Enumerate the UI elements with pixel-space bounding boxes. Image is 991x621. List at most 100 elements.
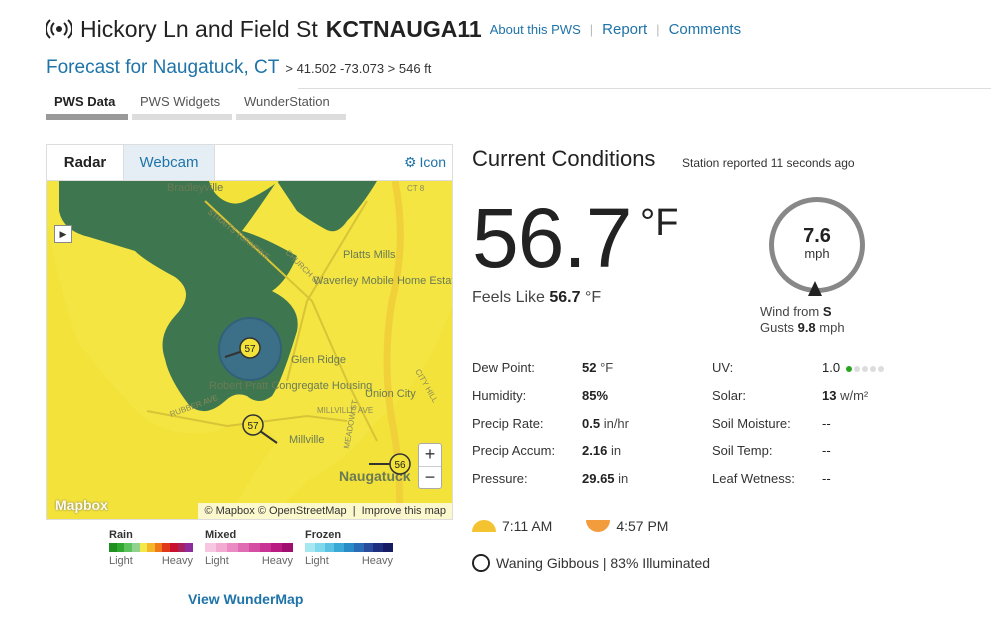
legend-swatch (131, 543, 140, 552)
stat-solar: Solar: 13 w/m² (712, 382, 884, 410)
legend-swatch (238, 543, 249, 552)
station-name: Hickory Ln and Field St (80, 15, 318, 42)
road-label-millville-ave: MILLVILLE AVE (317, 406, 373, 415)
divider (298, 88, 991, 89)
legend-swatch (383, 543, 394, 552)
legend-swatch (334, 543, 345, 552)
stat-value: -- (822, 415, 831, 431)
stat-value: -- (822, 443, 831, 459)
osm-attribution-link[interactable]: © OpenStreetMap (257, 505, 347, 517)
station-marker[interactable]: 57 (242, 414, 278, 444)
legend-swatch (205, 543, 216, 552)
wind-from-label: Wind from (760, 304, 820, 319)
comments-link[interactable]: Comments (668, 20, 742, 38)
tab-webcam[interactable]: Webcam (123, 145, 215, 180)
legend-swatch (305, 543, 315, 552)
wind-speed: 7.6 (803, 225, 831, 247)
gusts-label: Gusts (760, 320, 794, 335)
sunset-time: 4:57 PM (616, 518, 669, 534)
about-pws-link[interactable]: About this PWS (489, 21, 581, 37)
map-canvas: Bradleyville Platts Mills Waverley Mobil… (47, 181, 452, 519)
wind-unit: mph (804, 246, 830, 261)
mapbox-logo: Mapbox (55, 497, 108, 513)
forecast-link[interactable]: Forecast for Naugatuck, CT (46, 57, 280, 78)
legend-swatch (177, 543, 186, 552)
feels-like: Feels Like 56.7 °F (472, 289, 601, 307)
legend-swatch (116, 543, 125, 552)
zoom-out-button[interactable]: − (419, 466, 441, 488)
mapbox-attribution-link[interactable]: © Mapbox (204, 505, 255, 517)
improve-map-link[interactable]: Improve this map (361, 505, 446, 517)
road-label-ct8: CT 8 (407, 184, 425, 193)
legend-swatch (185, 543, 194, 552)
stat-label: Humidity: (472, 388, 527, 404)
stat-uv: UV: 1.0 (712, 354, 885, 382)
wind-dial: 7.6 mph (769, 197, 865, 293)
broadcast-icon (46, 19, 72, 39)
tab-pws-widgets[interactable]: PWS Widgets (132, 94, 232, 120)
gusts-value: 9.8 (797, 320, 816, 335)
stat-label: Precip Accum: (472, 443, 556, 459)
uv-level-dots (846, 365, 885, 372)
zoom-in-button[interactable]: + (424, 444, 436, 464)
uv-dot (846, 365, 853, 372)
stats-right: UV: 1.0 Solar: 13 w/m² Soil Moisture: -- So… (712, 354, 885, 493)
temperature-unit: °F (640, 202, 679, 244)
current-temperature: 56.7 (472, 191, 632, 285)
legend-high: Heavy (161, 555, 193, 567)
legend-swatch (154, 543, 163, 552)
stat-precip-rate: Precip Rate: 0.5 in/hr (472, 409, 629, 437)
station-marker[interactable]: 57 (224, 337, 261, 359)
legend-swatch (271, 543, 282, 552)
legend-low: Light (305, 555, 329, 567)
legend-swatch (216, 543, 227, 552)
feels-like-value: 56.7 (549, 289, 581, 306)
tab-pws-data[interactable]: PWS Data (46, 94, 128, 120)
view-wundermap-link[interactable]: View WunderMap (188, 591, 304, 607)
report-time: Station reported 11 seconds ago (682, 156, 855, 170)
wind-from-value: S (822, 304, 832, 319)
sunrise-time: 7:11 AM (502, 518, 553, 534)
radar-map[interactable]: Bradleyville Platts Mills Waverley Mobil… (46, 180, 453, 520)
legend-swatch (373, 543, 384, 552)
legend-bar (109, 543, 194, 552)
legend-swatch (260, 543, 271, 552)
report-link[interactable]: Report (602, 20, 648, 38)
attribution-divider: | (352, 505, 356, 517)
uv-dot (878, 365, 885, 372)
play-icon[interactable]: ▶ (54, 225, 72, 243)
legend-swatch (324, 543, 335, 552)
radar-legend: Rain Light Heavy Mixed Light Heavy Frozen … (109, 529, 394, 567)
map-label-bradleyville: Bradleyville (167, 182, 223, 194)
legend-swatch (227, 543, 238, 552)
legend-swatch (170, 543, 178, 552)
stat-humidity: Humidity: 85% (472, 382, 629, 410)
stat-soil-temp: Soil Temp: -- (712, 437, 884, 465)
tab-radar[interactable]: Radar (47, 145, 123, 180)
tab-wunderstation[interactable]: WunderStation (236, 94, 346, 120)
map-label-glen-ridge: Glen Ridge (291, 354, 346, 366)
stats-left: Dew Point: 52 °F Humidity: 85% Precip Rate… (472, 354, 629, 492)
legend-frozen: Frozen Light Heavy (305, 529, 394, 567)
station-marker[interactable]: 56 (369, 453, 411, 475)
link-divider: | (589, 21, 594, 37)
stat-leaf-wetness: Leaf Wetness: -- (712, 465, 884, 493)
legend-swatch (363, 543, 374, 552)
legend-swatch (353, 543, 364, 552)
legend-swatch (109, 543, 117, 552)
stat-precip-accum: Precip Accum: 2.16 in (472, 437, 629, 465)
stat-label: Solar: (712, 388, 746, 404)
gusts-unit: mph (819, 320, 845, 335)
legend-low: Light (205, 555, 229, 567)
sunset-icon (586, 520, 611, 532)
map-label-robert-pratt: Robert Pratt Congregate Housing (209, 380, 372, 392)
uv-dot (862, 365, 869, 372)
icon-toggle[interactable]: ⚙ Icon (404, 145, 446, 180)
map-label-platts-mills: Platts Mills (343, 249, 396, 261)
stat-label: Dew Point: (472, 360, 535, 376)
sunrise-icon (472, 520, 496, 532)
stat-label: Pressure: (472, 471, 528, 487)
map-attribution: © Mapbox © OpenStreetMap | Improve this … (198, 503, 452, 519)
wind-direction-arrow-icon (808, 281, 822, 296)
legend-rain: Rain Light Heavy (109, 529, 194, 567)
